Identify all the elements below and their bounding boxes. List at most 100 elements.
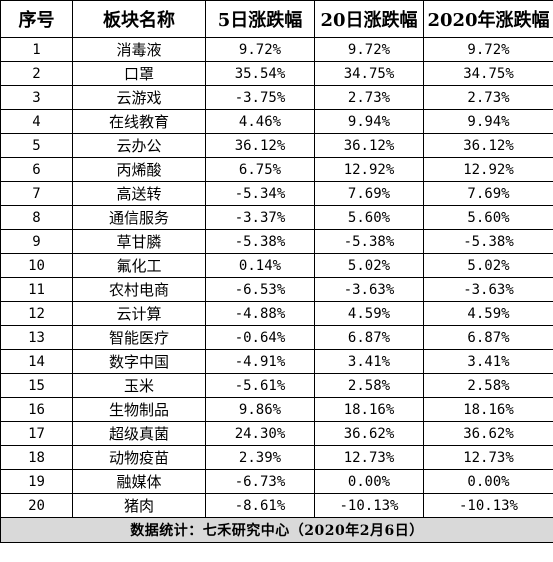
change-5day: 24.30% <box>205 421 315 446</box>
change-5day: 6.75% <box>205 157 315 182</box>
row-index: 16 <box>0 397 73 422</box>
table-row: 15 玉米 -5.61% 2.58% 2.58% <box>0 373 553 398</box>
sector-name: 口罩 <box>72 61 206 86</box>
table-row: 11 农村电商 -6.53% -3.63% -3.63% <box>0 277 553 302</box>
change-20day: 7.69% <box>314 181 424 206</box>
header-5day-change: 5日涨跌幅 <box>205 0 315 38</box>
change-2020: 36.12% <box>423 133 553 158</box>
row-index: 13 <box>0 325 73 350</box>
table-row: 12 云计算 -4.88% 4.59% 4.59% <box>0 301 553 326</box>
table-row: 8 通信服务 -3.37% 5.60% 5.60% <box>0 205 553 230</box>
change-20day: 9.72% <box>314 37 424 62</box>
header-2020-change: 2020年涨跌幅 <box>423 0 553 38</box>
change-2020: 0.00% <box>423 469 553 494</box>
change-5day: 9.86% <box>205 397 315 422</box>
header-row: 序号 板块名称 5日涨跌幅 20日涨跌幅 2020年涨跌幅 <box>0 0 553 38</box>
change-5day: 9.72% <box>205 37 315 62</box>
change-20day: 12.92% <box>314 157 424 182</box>
table-row: 18 动物疫苗 2.39% 12.73% 12.73% <box>0 445 553 470</box>
row-index: 2 <box>0 61 73 86</box>
change-20day: 0.00% <box>314 469 424 494</box>
table-row: 2 口罩 35.54% 34.75% 34.75% <box>0 61 553 86</box>
change-20day: 36.12% <box>314 133 424 158</box>
change-2020: 3.41% <box>423 349 553 374</box>
row-index: 18 <box>0 445 73 470</box>
change-20day: 5.60% <box>314 205 424 230</box>
header-20day-change: 20日涨跌幅 <box>314 0 424 38</box>
change-5day: -3.75% <box>205 85 315 110</box>
change-5day: -4.88% <box>205 301 315 326</box>
change-5day: -6.53% <box>205 277 315 302</box>
table-row: 4 在线教育 4.46% 9.94% 9.94% <box>0 109 553 134</box>
sector-name: 融媒体 <box>72 469 206 494</box>
row-index: 15 <box>0 373 73 398</box>
change-2020: 12.73% <box>423 445 553 470</box>
change-5day: 2.39% <box>205 445 315 470</box>
table-row: 10 氟化工 0.14% 5.02% 5.02% <box>0 253 553 278</box>
change-2020: -10.13% <box>423 493 553 518</box>
row-index: 7 <box>0 181 73 206</box>
row-index: 10 <box>0 253 73 278</box>
change-2020: 36.62% <box>423 421 553 446</box>
change-20day: -10.13% <box>314 493 424 518</box>
footer-row: 数据统计：七禾研究中心（2020年2月6日） <box>0 517 553 543</box>
row-index: 6 <box>0 157 73 182</box>
sector-name: 消毒液 <box>72 37 206 62</box>
change-20day: -5.38% <box>314 229 424 254</box>
change-2020: 4.59% <box>423 301 553 326</box>
sector-name: 云计算 <box>72 301 206 326</box>
row-index: 8 <box>0 205 73 230</box>
sector-name: 草甘膦 <box>72 229 206 254</box>
row-index: 20 <box>0 493 73 518</box>
change-2020: 7.69% <box>423 181 553 206</box>
row-index: 11 <box>0 277 73 302</box>
table-header: 序号 板块名称 5日涨跌幅 20日涨跌幅 2020年涨跌幅 <box>0 0 553 38</box>
table-row: 7 高送转 -5.34% 7.69% 7.69% <box>0 181 553 206</box>
sector-name: 玉米 <box>72 373 206 398</box>
row-index: 5 <box>0 133 73 158</box>
table-row: 6 丙烯酸 6.75% 12.92% 12.92% <box>0 157 553 182</box>
row-index: 3 <box>0 85 73 110</box>
change-5day: -5.34% <box>205 181 315 206</box>
change-2020: 9.72% <box>423 37 553 62</box>
table-row: 13 智能医疗 -0.64% 6.87% 6.87% <box>0 325 553 350</box>
change-5day: -6.73% <box>205 469 315 494</box>
table-row: 20 猪肉 -8.61% -10.13% -10.13% <box>0 493 553 518</box>
sector-name: 云办公 <box>72 133 206 158</box>
change-20day: 5.02% <box>314 253 424 278</box>
change-2020: 5.02% <box>423 253 553 278</box>
sector-name: 氟化工 <box>72 253 206 278</box>
table-footer: 数据统计：七禾研究中心（2020年2月6日） <box>0 517 553 543</box>
row-index: 1 <box>0 37 73 62</box>
sector-name: 丙烯酸 <box>72 157 206 182</box>
change-20day: 2.58% <box>314 373 424 398</box>
header-sector-name: 板块名称 <box>72 0 206 38</box>
change-2020: 5.60% <box>423 205 553 230</box>
source-note: 数据统计：七禾研究中心（2020年2月6日） <box>0 517 553 543</box>
change-5day: -3.37% <box>205 205 315 230</box>
row-index: 17 <box>0 421 73 446</box>
row-index: 19 <box>0 469 73 494</box>
change-2020: 2.73% <box>423 85 553 110</box>
table-row: 14 数字中国 -4.91% 3.41% 3.41% <box>0 349 553 374</box>
change-2020: 9.94% <box>423 109 553 134</box>
change-5day: -0.64% <box>205 325 315 350</box>
change-5day: 36.12% <box>205 133 315 158</box>
change-5day: -8.61% <box>205 493 315 518</box>
change-20day: -3.63% <box>314 277 424 302</box>
change-20day: 2.73% <box>314 85 424 110</box>
change-20day: 36.62% <box>314 421 424 446</box>
change-2020: -3.63% <box>423 277 553 302</box>
change-2020: -5.38% <box>423 229 553 254</box>
sector-name: 通信服务 <box>72 205 206 230</box>
change-5day: -4.91% <box>205 349 315 374</box>
change-5day: 35.54% <box>205 61 315 86</box>
sector-name: 超级真菌 <box>72 421 206 446</box>
sector-name: 智能医疗 <box>72 325 206 350</box>
change-2020: 34.75% <box>423 61 553 86</box>
table-row: 5 云办公 36.12% 36.12% 36.12% <box>0 133 553 158</box>
change-20day: 34.75% <box>314 61 424 86</box>
change-5day: -5.61% <box>205 373 315 398</box>
change-20day: 6.87% <box>314 325 424 350</box>
